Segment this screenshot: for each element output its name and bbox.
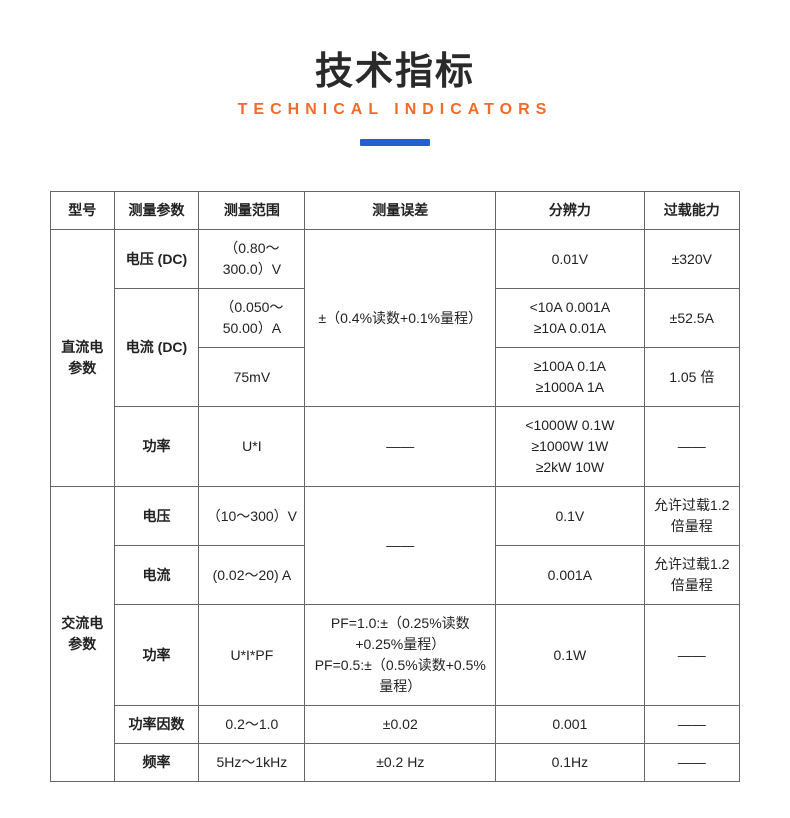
cell-resolution: 0.001A <box>496 546 644 605</box>
cell-overload: 允许过载1.2 倍量程 <box>644 487 739 546</box>
divider-wrap <box>50 133 740 151</box>
cell-range: U*I <box>199 407 305 487</box>
cell-param: 功率因数 <box>114 706 199 744</box>
cell-resolution: 0.1W <box>496 605 644 706</box>
title-chinese: 技术指标 <box>50 40 740 95</box>
cell-model-dc: 直流电参数 <box>51 230 115 487</box>
cell-overload: —— <box>644 744 739 782</box>
cell-param: 频率 <box>114 744 199 782</box>
col-model: 型号 <box>51 192 115 230</box>
title-english: TECHNICAL INDICATORS <box>50 101 740 119</box>
cell-resolution: 0.001 <box>496 706 644 744</box>
cell-error: —— <box>305 407 496 487</box>
cell-resolution: ≥100A 0.1A≥1000A 1A <box>496 348 644 407</box>
page-container: 技术指标 TECHNICAL INDICATORS 型号 测量参数 测量范围 测… <box>0 0 790 802</box>
cell-range: U*I*PF <box>199 605 305 706</box>
cell-param: 电流 <box>114 546 199 605</box>
col-range: 测量范围 <box>199 192 305 230</box>
divider-bar <box>360 139 430 146</box>
table-row: 频率 5Hz～1kHz ±0.2 Hz 0.1Hz —— <box>51 744 740 782</box>
col-overload: 过载能力 <box>644 192 739 230</box>
cell-overload: 允许过载1.2 倍量程 <box>644 546 739 605</box>
table-row: 功率 U*I*PF PF=1.0:±（0.25%读数+0.25%量程）PF=0.… <box>51 605 740 706</box>
cell-range: 0.2～1.0 <box>199 706 305 744</box>
cell-overload: ±52.5A <box>644 289 739 348</box>
cell-range: （0.80～300.0）V <box>199 230 305 289</box>
table-header-row: 型号 测量参数 测量范围 测量误差 分辨力 过载能力 <box>51 192 740 230</box>
col-resolution: 分辨力 <box>496 192 644 230</box>
cell-error: PF=1.0:±（0.25%读数+0.25%量程）PF=0.5:±（0.5%读数… <box>305 605 496 706</box>
col-error: 测量误差 <box>305 192 496 230</box>
cell-resolution: <10A 0.001A≥10A 0.01A <box>496 289 644 348</box>
cell-overload: ±320V <box>644 230 739 289</box>
cell-error: ±（0.4%读数+0.1%量程） <box>305 230 496 407</box>
cell-param: 电压 (DC) <box>114 230 199 289</box>
cell-overload: 1.05 倍 <box>644 348 739 407</box>
table-row: 功率因数 0.2～1.0 ±0.02 0.001 —— <box>51 706 740 744</box>
cell-range: 5Hz～1kHz <box>199 744 305 782</box>
cell-resolution: <1000W 0.1W≥1000W 1W≥2kW 10W <box>496 407 644 487</box>
cell-param: 电压 <box>114 487 199 546</box>
cell-resolution: 0.1V <box>496 487 644 546</box>
col-param: 测量参数 <box>114 192 199 230</box>
cell-model-ac: 交流电参数 <box>51 487 115 782</box>
cell-resolution: 0.01V <box>496 230 644 289</box>
cell-param: 功率 <box>114 605 199 706</box>
cell-param: 功率 <box>114 407 199 487</box>
cell-range: (0.02～20) A <box>199 546 305 605</box>
table-row: 功率 U*I —— <1000W 0.1W≥1000W 1W≥2kW 10W —… <box>51 407 740 487</box>
cell-range: （0.050～50.00）A <box>199 289 305 348</box>
cell-param: 电流 (DC) <box>114 289 199 407</box>
cell-overload: —— <box>644 407 739 487</box>
cell-resolution: 0.1Hz <box>496 744 644 782</box>
spec-table: 型号 测量参数 测量范围 测量误差 分辨力 过载能力 直流电参数 电压 (DC)… <box>50 191 740 782</box>
cell-error: ±0.02 <box>305 706 496 744</box>
cell-range: 75mV <box>199 348 305 407</box>
cell-range: （10～300）V <box>199 487 305 546</box>
table-row: 直流电参数 电压 (DC) （0.80～300.0）V ±（0.4%读数+0.1… <box>51 230 740 289</box>
cell-overload: —— <box>644 706 739 744</box>
cell-error: ±0.2 Hz <box>305 744 496 782</box>
cell-error: —— <box>305 487 496 605</box>
cell-overload: —— <box>644 605 739 706</box>
table-row: 交流电参数 电压 （10～300）V —— 0.1V 允许过载1.2 倍量程 <box>51 487 740 546</box>
